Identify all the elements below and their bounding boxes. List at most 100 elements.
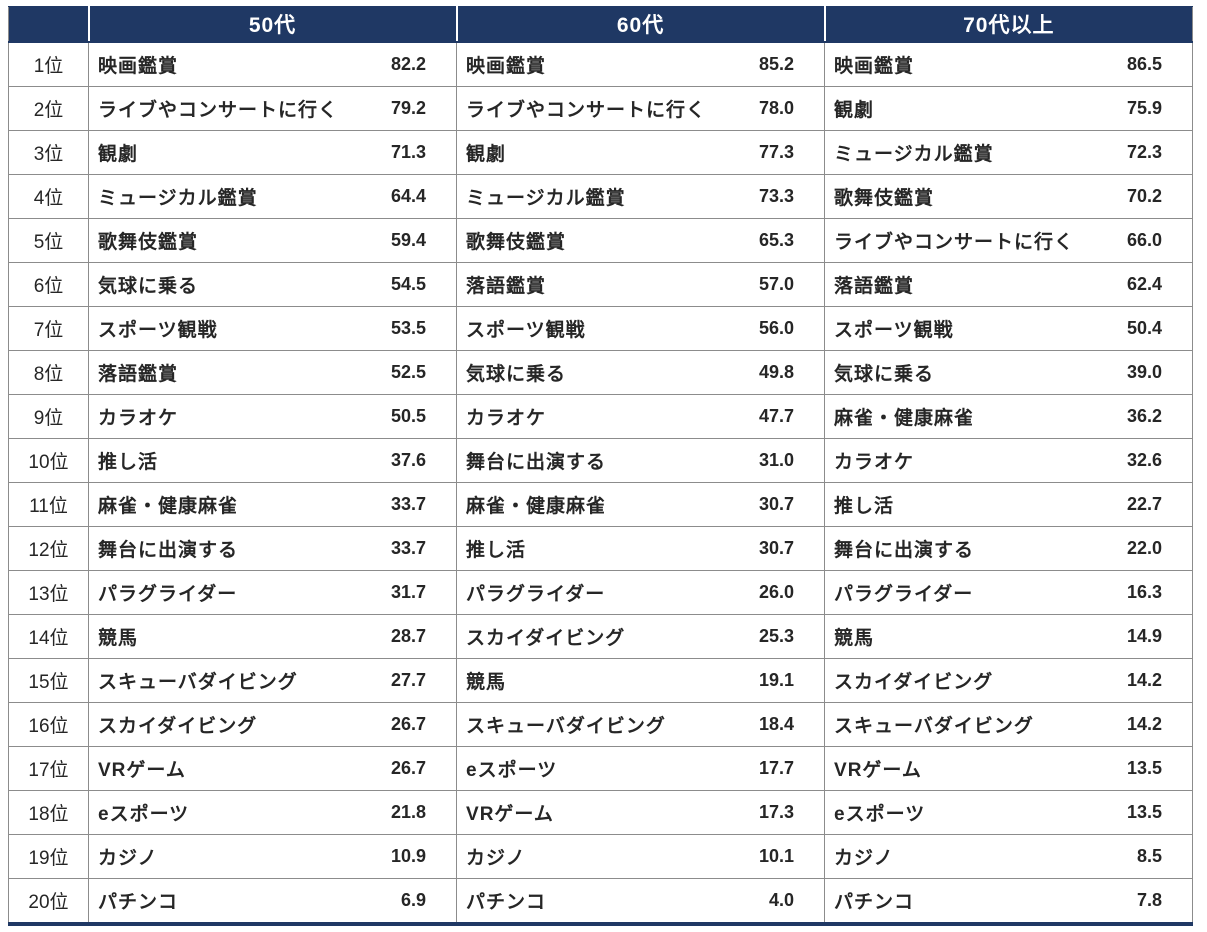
table-row: 14位 競馬 28.7 スカイダイビング 25.3 競馬 14.9 [8,614,1193,659]
activity-value-50s: 82.2 [366,42,457,87]
rank-cell: 5位 [8,218,89,263]
activity-value-70s-plus: 8.5 [1102,834,1193,879]
activity-value-50s: 59.4 [366,218,457,263]
activity-name-50s: パチンコ [88,878,367,924]
activity-value-60s: 77.3 [734,130,825,175]
activity-name-50s: ミュージカル鑑賞 [88,174,367,219]
activity-name-60s: スキューバダイビング [456,702,735,747]
activity-name-50s: 麻雀・健康麻雀 [88,482,367,527]
rank-cell: 7位 [8,306,89,351]
activity-name-60s: VRゲーム [456,790,735,835]
table-row: 20位 パチンコ 6.9 パチンコ 4.0 パチンコ 7.8 [8,878,1193,924]
table-row: 5位 歌舞伎鑑賞 59.4 歌舞伎鑑賞 65.3 ライブやコンサートに行く 66… [8,218,1193,263]
activity-value-70s-plus: 14.2 [1102,702,1193,747]
activity-value-50s: 33.7 [366,526,457,571]
table-body: 1位 映画鑑賞 82.2 映画鑑賞 85.2 映画鑑賞 86.5 2位 ライブや… [8,42,1193,924]
header-row: 50代 60代 70代以上 [8,6,1193,43]
activity-name-60s: 競馬 [456,658,735,703]
activity-value-60s: 26.0 [734,570,825,615]
activity-name-60s: スポーツ観戦 [456,306,735,351]
activity-value-60s: 17.7 [734,746,825,791]
activity-name-70s-plus: スポーツ観戦 [824,306,1103,351]
rank-cell: 6位 [8,262,89,307]
activity-name-70s-plus: ミュージカル鑑賞 [824,130,1103,175]
activity-value-50s: 53.5 [366,306,457,351]
activity-value-50s: 26.7 [366,702,457,747]
activity-name-60s: カジノ [456,834,735,879]
activity-value-50s: 52.5 [366,350,457,395]
activity-name-60s: パチンコ [456,878,735,924]
activity-value-60s: 56.0 [734,306,825,351]
activity-value-60s: 73.3 [734,174,825,219]
activity-name-50s: 観劇 [88,130,367,175]
activity-name-70s-plus: 推し活 [824,482,1103,527]
activity-value-70s-plus: 50.4 [1102,306,1193,351]
rank-cell: 14位 [8,614,89,659]
activity-name-70s-plus: パラグライダー [824,570,1103,615]
activity-value-60s: 17.3 [734,790,825,835]
activity-name-70s-plus: ライブやコンサートに行く [824,218,1103,263]
activity-name-70s-plus: VRゲーム [824,746,1103,791]
activity-name-60s: 落語鑑賞 [456,262,735,307]
rank-cell: 17位 [8,746,89,791]
activity-name-70s-plus: スカイダイビング [824,658,1103,703]
activity-value-70s-plus: 14.2 [1102,658,1193,703]
col-header-50s: 50代 [87,6,457,43]
activity-value-60s: 65.3 [734,218,825,263]
rank-cell: 13位 [8,570,89,615]
table-row: 18位 eスポーツ 21.8 VRゲーム 17.3 eスポーツ 13.5 [8,790,1193,835]
activity-name-60s: 観劇 [456,130,735,175]
activity-value-70s-plus: 62.4 [1102,262,1193,307]
activity-value-50s: 64.4 [366,174,457,219]
activity-value-70s-plus: 22.0 [1102,526,1193,571]
activity-value-50s: 33.7 [366,482,457,527]
activity-name-70s-plus: 映画鑑賞 [824,42,1103,87]
activity-value-70s-plus: 66.0 [1102,218,1193,263]
activity-name-60s: 舞台に出演する [456,438,735,483]
activity-value-70s-plus: 16.3 [1102,570,1193,615]
activity-value-50s: 27.7 [366,658,457,703]
activity-value-50s: 28.7 [366,614,457,659]
activity-value-60s: 49.8 [734,350,825,395]
table-row: 11位 麻雀・健康麻雀 33.7 麻雀・健康麻雀 30.7 推し活 22.7 [8,482,1193,527]
activity-value-70s-plus: 7.8 [1102,878,1193,924]
activity-value-50s: 6.9 [366,878,457,924]
table-row: 13位 パラグライダー 31.7 パラグライダー 26.0 パラグライダー 16… [8,570,1193,615]
rank-cell: 4位 [8,174,89,219]
activity-name-50s: ライブやコンサートに行く [88,86,367,131]
activity-name-50s: 競馬 [88,614,367,659]
rank-cell: 11位 [8,482,89,527]
activity-name-60s: 映画鑑賞 [456,42,735,87]
activity-value-70s-plus: 70.2 [1102,174,1193,219]
activity-value-50s: 54.5 [366,262,457,307]
activity-name-50s: VRゲーム [88,746,367,791]
activity-value-70s-plus: 75.9 [1102,86,1193,131]
activity-value-70s-plus: 32.6 [1102,438,1193,483]
table-row: 3位 観劇 71.3 観劇 77.3 ミュージカル鑑賞 72.3 [8,130,1193,175]
rank-cell: 2位 [8,86,89,131]
activity-name-60s: 推し活 [456,526,735,571]
table-row: 4位 ミュージカル鑑賞 64.4 ミュージカル鑑賞 73.3 歌舞伎鑑賞 70.… [8,174,1193,219]
activity-value-60s: 47.7 [734,394,825,439]
activity-name-50s: eスポーツ [88,790,367,835]
activity-value-50s: 10.9 [366,834,457,879]
activity-value-60s: 18.4 [734,702,825,747]
activity-name-70s-plus: 観劇 [824,86,1103,131]
activity-name-50s: 舞台に出演する [88,526,367,571]
table-row: 16位 スカイダイビング 26.7 スキューバダイビング 18.4 スキューバダ… [8,702,1193,747]
table-row: 6位 気球に乗る 54.5 落語鑑賞 57.0 落語鑑賞 62.4 [8,262,1193,307]
activity-name-70s-plus: eスポーツ [824,790,1103,835]
rank-cell: 1位 [8,42,89,87]
activity-name-50s: 歌舞伎鑑賞 [88,218,367,263]
table-row: 10位 推し活 37.6 舞台に出演する 31.0 カラオケ 32.6 [8,438,1193,483]
activity-name-60s: 気球に乗る [456,350,735,395]
activity-value-50s: 31.7 [366,570,457,615]
activity-name-60s: eスポーツ [456,746,735,791]
activity-name-50s: スポーツ観戦 [88,306,367,351]
activity-name-70s-plus: 気球に乗る [824,350,1103,395]
activity-value-70s-plus: 13.5 [1102,746,1193,791]
activity-value-60s: 30.7 [734,482,825,527]
rank-cell: 15位 [8,658,89,703]
table-row: 17位 VRゲーム 26.7 eスポーツ 17.7 VRゲーム 13.5 [8,746,1193,791]
